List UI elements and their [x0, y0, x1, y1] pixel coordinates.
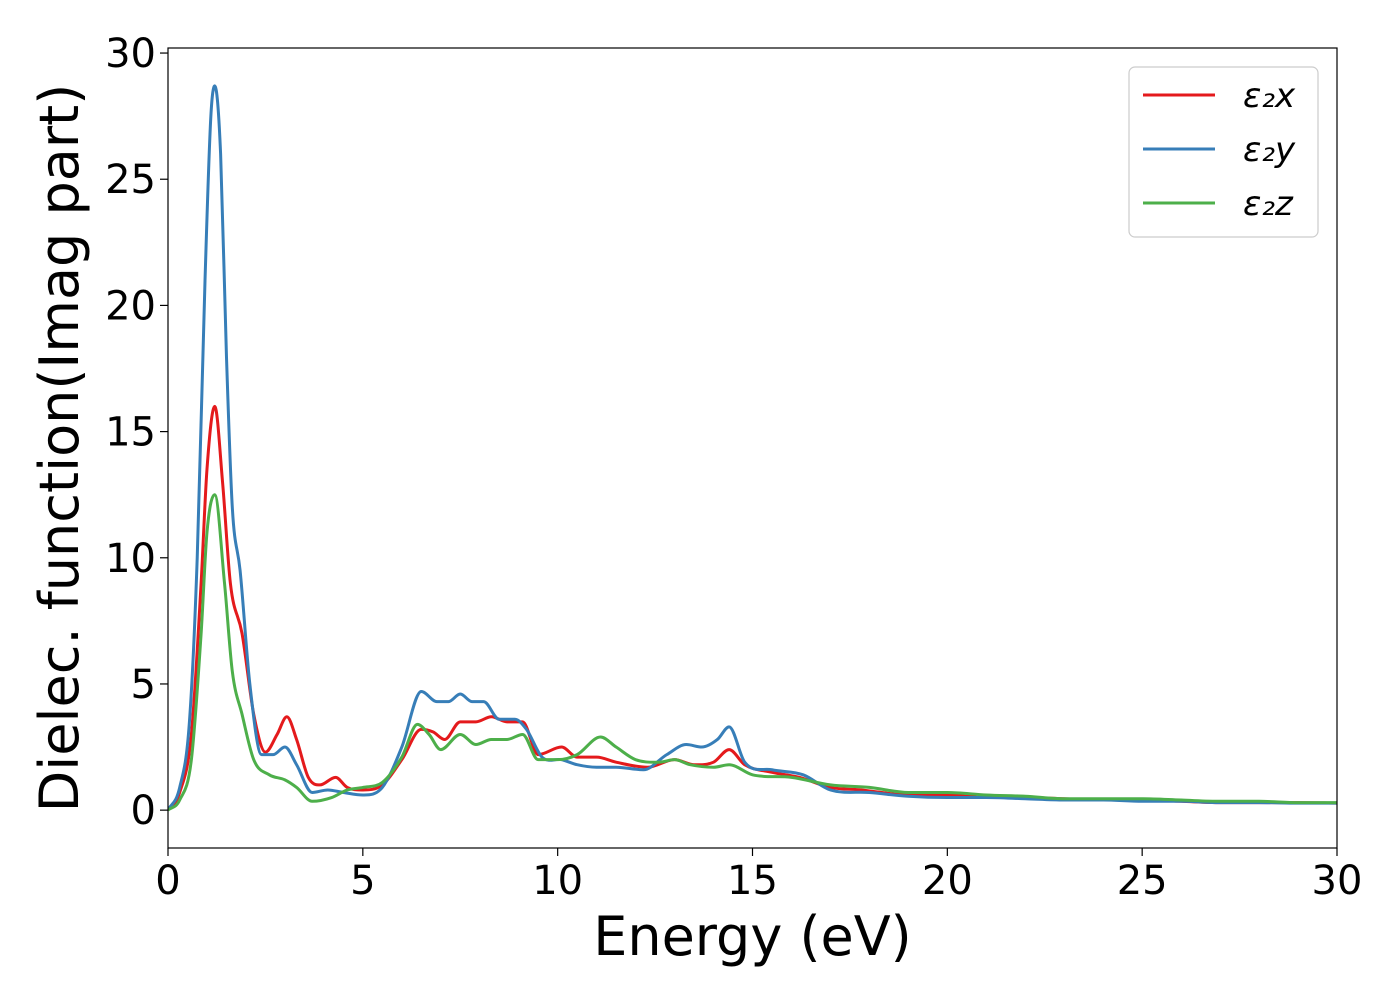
series-line-2 [168, 84, 1337, 811]
y-tick-label: 25 [105, 157, 156, 203]
legend: ε₂x ε₂y ε₂z [1128, 66, 1319, 238]
y-axis-label: Dielec. function(Imag part) [28, 84, 91, 813]
x-tick-label: 25 [1117, 858, 1168, 904]
plot-area [168, 84, 1337, 812]
x-tick-label: 15 [727, 858, 778, 904]
legend-label: ε₂x [1243, 76, 1296, 116]
y-tick-label: 30 [105, 31, 156, 77]
x-tick-label: 0 [155, 858, 180, 904]
x-axis-label: Energy (eV) [593, 905, 912, 968]
legend-label: ε₂y [1243, 130, 1296, 170]
y-tick-label: 5 [131, 662, 156, 708]
x-tick-label: 30 [1312, 858, 1363, 904]
y-tick-label: 20 [105, 283, 156, 329]
x-tick-label: 5 [350, 858, 375, 904]
y-tick-label: 0 [131, 788, 156, 834]
x-tick-label: 20 [922, 858, 973, 904]
series-line-1 [168, 404, 1337, 812]
legend-box [1128, 66, 1319, 238]
x-tick-label: 10 [532, 858, 583, 904]
series-line-3 [168, 493, 1337, 812]
axes: 0 5 10 15 20 25 30 0 5 10 15 20 25 30 [105, 31, 1362, 904]
y-tick-label: 10 [105, 536, 156, 582]
y-tick-label: 15 [105, 410, 156, 456]
legend-label: ε₂z [1243, 184, 1294, 224]
